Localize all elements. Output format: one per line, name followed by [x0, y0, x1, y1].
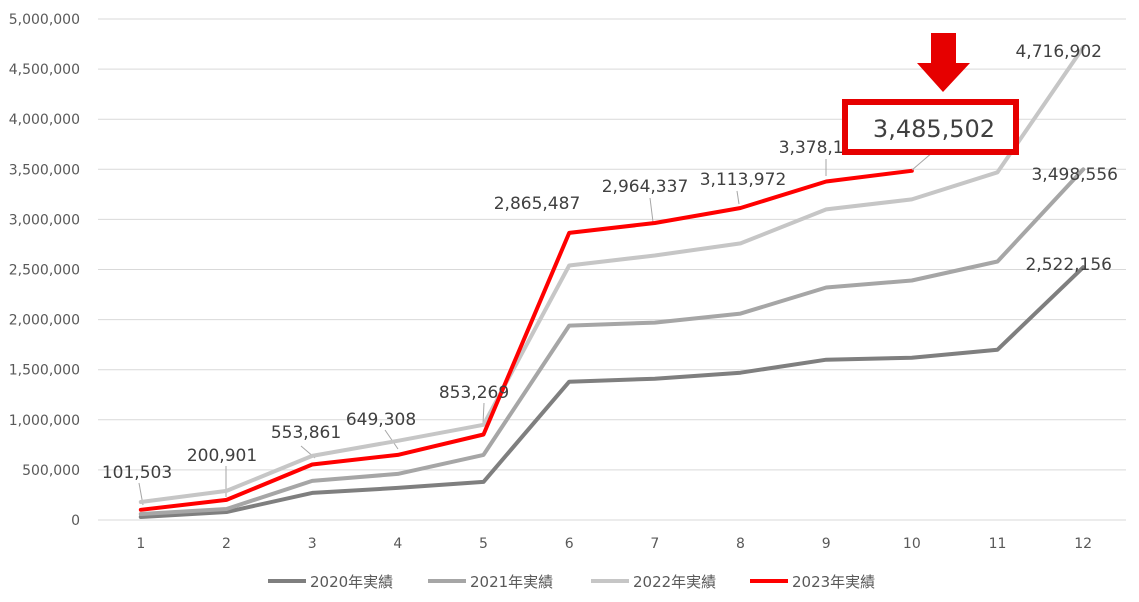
y-tick-label: 3,000,000 — [9, 212, 80, 228]
series-line — [138, 265, 1086, 519]
y-tick-label: 500,000 — [22, 463, 80, 479]
y-tick-label: 0 — [71, 513, 80, 529]
callout-value: 3,485,502 — [873, 115, 995, 143]
data-label: 2,865,487 — [494, 194, 581, 214]
x-tick-label: 10 — [903, 536, 921, 552]
y-axis-ticks: 0 500,000 1,000,000 1,500,000 2,000,000 2,500… — [9, 12, 80, 529]
legend-label: 2020年実績 — [310, 573, 393, 591]
x-tick-label: 5 — [479, 536, 488, 552]
x-tick-label: 3 — [308, 536, 317, 552]
data-label: 3,113,972 — [700, 170, 787, 190]
series-line — [138, 45, 1086, 504]
legend-item: 2020年実績 — [268, 573, 393, 591]
callout-box — [842, 99, 1019, 155]
data-label: 553,861 — [271, 423, 341, 443]
x-tick-label: 12 — [1074, 536, 1092, 552]
y-tick-label: 5,000,000 — [9, 12, 80, 28]
legend: 2020年実績 2021年実績 2022年実績 2023年実績 — [268, 573, 875, 591]
x-tick-label: 7 — [650, 536, 659, 552]
data-label: 101,503 — [102, 463, 172, 483]
legend-item: 2022年実績 — [591, 573, 716, 591]
legend-label: 2022年実績 — [633, 573, 716, 591]
y-tick-label: 2,000,000 — [9, 313, 80, 329]
x-tick-label: 1 — [136, 536, 145, 552]
gridlines — [98, 18, 1126, 521]
legend-label: 2023年実績 — [792, 573, 875, 591]
series-lines — [138, 45, 1086, 519]
legend-label: 2021年実績 — [470, 573, 553, 591]
y-tick-label: 2,500,000 — [9, 263, 80, 279]
x-tick-label: 6 — [565, 536, 574, 552]
data-label: 649,308 — [346, 410, 416, 430]
label-leader-line — [736, 190, 740, 205]
x-tick-label: 11 — [989, 536, 1007, 552]
y-tick-label: 3,500,000 — [9, 162, 80, 178]
down-arrow-icon — [917, 33, 970, 92]
y-tick-label: 1,000,000 — [9, 413, 80, 429]
legend-item: 2023年実績 — [750, 573, 875, 591]
label-leader-line — [384, 429, 399, 450]
x-axis-ticks: 1 2 3 4 5 6 7 8 9 10 11 12 — [136, 536, 1092, 552]
label-leader-line — [482, 402, 485, 425]
data-label: 4,716,902 — [1015, 42, 1102, 62]
legend-item: 2021年実績 — [428, 573, 553, 591]
y-tick-label: 4,000,000 — [9, 112, 80, 128]
label-leader-line — [649, 197, 654, 223]
data-label: 2,522,156 — [1025, 255, 1112, 275]
callout: 3,485,502 — [842, 33, 1019, 171]
y-tick-label: 4,500,000 — [9, 62, 80, 78]
series-line — [138, 167, 1086, 516]
series-line — [138, 168, 914, 512]
x-tick-label: 8 — [736, 536, 745, 552]
data-label: 3,498,556 — [1031, 165, 1118, 185]
y-tick-label: 1,500,000 — [9, 363, 80, 379]
data-label: 853,269 — [439, 383, 509, 403]
data-label: 2,964,337 — [602, 177, 689, 197]
x-tick-label: 9 — [822, 536, 831, 552]
x-tick-label: 2 — [222, 536, 231, 552]
data-label: 200,901 — [187, 446, 257, 466]
x-tick-label: 4 — [393, 536, 402, 552]
